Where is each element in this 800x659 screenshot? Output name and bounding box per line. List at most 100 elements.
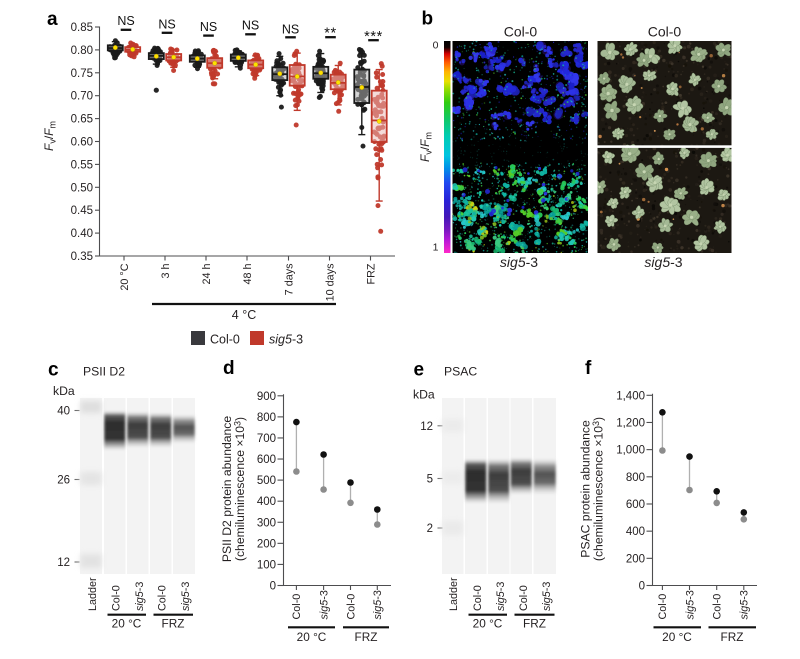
svg-text:sig5-3: sig5-3 [541,582,553,611]
svg-text:FRZ: FRZ [721,630,744,644]
svg-text:12: 12 [57,557,70,569]
svg-text:Col-0: Col-0 [291,594,303,620]
svg-text:12: 12 [420,421,433,433]
svg-text:1,200: 1,200 [616,418,645,430]
svg-text:3 h: 3 h [160,264,172,279]
svg-text:sig5-3: sig5-3 [180,582,192,611]
svg-text:200: 200 [257,538,276,550]
svg-text:(chemiluminescence ×103): (chemiluminescence ×103) [591,417,606,561]
svg-text:48 h: 48 h [242,264,254,285]
svg-text:Col-0: Col-0 [712,594,724,620]
svg-text:4 °C: 4 °C [232,308,256,322]
svg-text:FRZ: FRZ [162,617,185,631]
svg-text:Col-0: Col-0 [648,24,682,40]
svg-text:5: 5 [427,474,433,486]
svg-text:0.75: 0.75 [71,68,93,80]
svg-text:Ladder: Ladder [87,577,99,611]
svg-text:20 °C: 20 °C [297,630,327,644]
svg-text:Ladder: Ladder [448,577,460,611]
svg-text:26: 26 [57,475,70,487]
svg-text:0.65: 0.65 [71,114,93,126]
svg-text:***: *** [364,29,383,45]
svg-text:b: b [422,9,434,30]
svg-text:kDa: kDa [413,388,435,402]
svg-text:0.85: 0.85 [71,22,93,34]
svg-text:500: 500 [257,475,276,487]
svg-text:10 days: 10 days [325,263,337,301]
svg-text:20 °C: 20 °C [662,630,692,644]
svg-text:sig5-3: sig5-3 [739,590,751,619]
svg-text:800: 800 [257,412,276,424]
svg-text:kDa: kDa [53,384,75,398]
svg-text:Fv/Fm: Fv/Fm [418,132,434,162]
svg-text:20 °C: 20 °C [473,617,503,631]
svg-text:900: 900 [257,391,276,403]
svg-text:400: 400 [257,496,276,508]
svg-text:d: d [223,358,235,379]
svg-text:Col-0: Col-0 [518,585,530,611]
svg-text:20 °C: 20 °C [119,263,131,290]
svg-text:sig5-3: sig5-3 [134,582,146,611]
svg-text:NS: NS [242,19,259,33]
svg-text:Col-0: Col-0 [110,585,122,611]
svg-text:NS: NS [200,20,217,34]
svg-text:NS: NS [282,23,299,37]
svg-text:7 days: 7 days [284,263,296,295]
svg-text:0.40: 0.40 [71,228,93,240]
svg-text:Col-0: Col-0 [504,24,538,40]
svg-text:sig5-3: sig5-3 [644,254,682,270]
svg-text:700: 700 [257,433,276,445]
svg-text:600: 600 [626,499,645,511]
svg-text:Col-0: Col-0 [657,594,669,620]
svg-text:Col-0: Col-0 [210,333,240,347]
svg-text:sig5-3: sig5-3 [372,590,384,619]
svg-text:PSII D2: PSII D2 [83,365,125,379]
svg-text:0: 0 [270,581,276,593]
svg-text:100: 100 [257,559,276,571]
svg-text:PSII D2 protein abundance: PSII D2 protein abundance [220,416,234,563]
svg-text:NS: NS [158,18,175,32]
svg-text:0.55: 0.55 [71,159,93,171]
svg-text:NS: NS [117,14,134,28]
svg-text:0.80: 0.80 [71,45,93,57]
svg-text:0: 0 [433,39,439,51]
svg-text:0.70: 0.70 [71,91,93,103]
svg-text:0: 0 [639,581,645,593]
svg-text:24 h: 24 h [201,264,213,285]
svg-text:1,000: 1,000 [616,445,645,457]
svg-text:**: ** [324,25,337,41]
svg-text:300: 300 [257,517,276,529]
svg-text:0.50: 0.50 [71,182,93,194]
svg-text:Fv/Fm: Fv/Fm [42,121,58,151]
svg-text:40: 40 [57,406,70,418]
svg-text:PSAC: PSAC [444,365,477,379]
svg-text:0.35: 0.35 [71,251,93,263]
svg-text:f: f [585,358,592,379]
svg-text:600: 600 [257,454,276,466]
svg-text:Col-0: Col-0 [156,585,168,611]
svg-text:c: c [48,360,59,381]
svg-text:200: 200 [626,553,645,565]
svg-text:sig5-3: sig5-3 [318,590,330,619]
svg-text:sig5-3: sig5-3 [495,582,507,611]
svg-text:(chemiluminescence ×103): (chemiluminescence ×103) [233,417,248,561]
svg-text:FRZ: FRZ [523,617,546,631]
svg-text:FRZ: FRZ [355,630,378,644]
svg-text:800: 800 [626,472,645,484]
svg-text:400: 400 [626,526,645,538]
svg-text:1: 1 [433,241,439,253]
svg-text:a: a [47,9,58,30]
svg-text:Col-0: Col-0 [472,585,484,611]
svg-text:1,400: 1,400 [616,390,645,402]
svg-text:2: 2 [427,523,433,535]
svg-text:sig5-3: sig5-3 [684,590,696,619]
svg-text:sig5-3: sig5-3 [500,254,538,270]
svg-text:20 °C: 20 °C [112,617,142,631]
svg-text:0.45: 0.45 [71,205,93,217]
svg-text:e: e [414,360,425,381]
svg-text:FRZ: FRZ [366,263,378,284]
svg-text:0.60: 0.60 [71,137,93,149]
svg-text:PSAC protein abundance: PSAC protein abundance [579,420,593,558]
svg-text:Col-0: Col-0 [345,594,357,620]
svg-text:sig5-3: sig5-3 [269,333,303,347]
